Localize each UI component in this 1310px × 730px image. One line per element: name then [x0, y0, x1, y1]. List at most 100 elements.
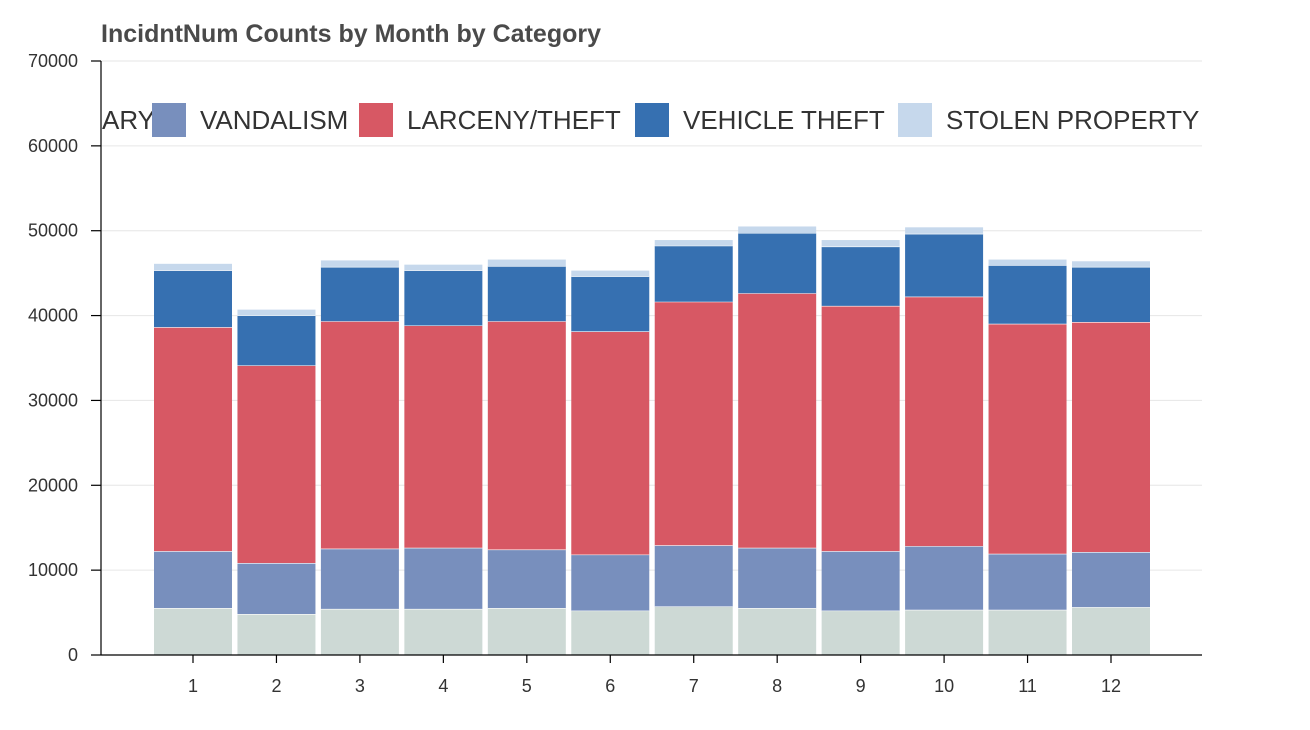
bar-segment-stolen-property-month-1[interactable]	[154, 263, 232, 271]
bar-segment-larceny-theft-month-3[interactable]	[320, 321, 399, 549]
bar-segment-vandalism-month-10[interactable]	[905, 546, 984, 611]
bar-segment-burglary-month-1[interactable]	[154, 608, 232, 655]
legend-label: ARY	[102, 105, 155, 135]
bar-segment-burglary-month-3[interactable]	[320, 609, 399, 655]
bar-segment-vehicle-theft-month-11[interactable]	[988, 265, 1067, 325]
legend-item-vandalism[interactable]: VANDALISM	[152, 103, 348, 137]
bar-segment-stolen-property-month-8[interactable]	[738, 226, 817, 234]
bar-segment-stolen-property-month-2[interactable]	[237, 309, 316, 316]
bar-segment-burglary-month-4[interactable]	[404, 609, 483, 655]
bar-segment-vehicle-theft-month-5[interactable]	[487, 266, 566, 322]
x-tick-label: 4	[438, 676, 448, 696]
bar-segment-larceny-theft-month-9[interactable]	[821, 306, 900, 552]
bar-segment-burglary-month-5[interactable]	[487, 608, 566, 655]
bar-segment-vandalism-month-12[interactable]	[1072, 552, 1150, 608]
bar-segment-stolen-property-month-5[interactable]	[487, 259, 566, 267]
x-tick-label: 7	[689, 676, 699, 696]
bar-segment-burglary-month-2[interactable]	[237, 614, 316, 655]
bar-segment-larceny-theft-month-8[interactable]	[738, 293, 817, 549]
bar-segment-vehicle-theft-month-8[interactable]	[738, 233, 817, 294]
y-tick-label: 0	[68, 645, 78, 665]
bar-segment-stolen-property-month-7[interactable]	[654, 240, 733, 246]
bar-segment-larceny-theft-month-10[interactable]	[905, 296, 984, 547]
bar-segment-larceny-theft-month-6[interactable]	[571, 331, 650, 555]
bar-segment-burglary-month-10[interactable]	[905, 610, 984, 655]
legend-label: STOLEN PROPERTY	[946, 105, 1199, 135]
bar-segment-vehicle-theft-month-10[interactable]	[905, 234, 984, 297]
y-tick-label: 40000	[28, 306, 78, 326]
bar-segment-vandalism-month-5[interactable]	[487, 549, 566, 609]
legend-item-stolen-property[interactable]: STOLEN PROPERTY	[898, 103, 1199, 137]
bar-segment-vandalism-month-4[interactable]	[404, 548, 483, 610]
chart-title: IncidntNum Counts by Month by Category	[101, 20, 601, 48]
y-tick-label: 30000	[28, 390, 78, 410]
bar-segment-larceny-theft-month-11[interactable]	[988, 324, 1067, 555]
bar-segment-larceny-theft-month-12[interactable]	[1072, 322, 1150, 553]
legend-label: VANDALISM	[200, 105, 348, 135]
bar-segment-stolen-property-month-6[interactable]	[571, 270, 650, 277]
bar-segment-vandalism-month-7[interactable]	[654, 545, 733, 607]
legend-swatch	[635, 103, 669, 137]
bar-segment-vehicle-theft-month-7[interactable]	[654, 245, 733, 302]
bar-segment-vehicle-theft-month-12[interactable]	[1072, 267, 1150, 323]
bar-segment-stolen-property-month-9[interactable]	[821, 240, 900, 247]
bar-segment-vandalism-month-9[interactable]	[821, 551, 900, 611]
x-tick-label: 3	[355, 676, 365, 696]
bar-segment-burglary-month-11[interactable]	[988, 610, 1067, 655]
legend-swatch	[359, 103, 393, 137]
y-tick-label: 60000	[28, 136, 78, 156]
bars	[154, 226, 1150, 655]
bar-segment-larceny-theft-month-2[interactable]	[237, 365, 316, 564]
bar-segment-vandalism-month-11[interactable]	[988, 554, 1067, 611]
x-tick-label: 9	[856, 676, 866, 696]
legend-item-larceny-theft[interactable]: LARCENY/THEFT	[359, 103, 621, 137]
bar-segment-burglary-month-6[interactable]	[571, 610, 650, 655]
bar-segment-vandalism-month-6[interactable]	[571, 554, 650, 611]
bar-segment-larceny-theft-month-1[interactable]	[154, 327, 232, 552]
bar-segment-vehicle-theft-month-2[interactable]	[237, 315, 316, 366]
x-tick-label: 10	[934, 676, 954, 696]
bar-segment-vehicle-theft-month-4[interactable]	[404, 270, 483, 326]
x-tick-label: 6	[605, 676, 615, 696]
bar-segment-stolen-property-month-10[interactable]	[905, 227, 984, 235]
x-tick-label: 5	[522, 676, 532, 696]
x-tick-label: 12	[1101, 676, 1121, 696]
bar-segment-vandalism-month-2[interactable]	[237, 563, 316, 615]
bar-segment-vehicle-theft-month-1[interactable]	[154, 270, 232, 328]
x-tick-label: 11	[1018, 676, 1037, 696]
bar-segment-larceny-theft-month-5[interactable]	[487, 321, 566, 550]
bar-segment-burglary-month-8[interactable]	[738, 608, 817, 655]
x-tick-label: 1	[188, 676, 198, 696]
bar-segment-larceny-theft-month-4[interactable]	[404, 325, 483, 549]
legend-item-burglary[interactable]: ARY	[102, 105, 155, 135]
x-tick-label: 2	[271, 676, 281, 696]
y-tick-label: 20000	[28, 475, 78, 495]
bar-segment-vehicle-theft-month-3[interactable]	[320, 267, 399, 322]
legend-label: LARCENY/THEFT	[407, 105, 621, 135]
bar-segment-burglary-month-9[interactable]	[821, 610, 900, 655]
x-tick-label: 8	[772, 676, 782, 696]
legend-swatch	[152, 103, 186, 137]
bar-segment-vandalism-month-8[interactable]	[738, 548, 817, 609]
y-tick-label: 10000	[28, 560, 78, 580]
bar-segment-vehicle-theft-month-9[interactable]	[821, 246, 900, 307]
bar-segment-stolen-property-month-11[interactable]	[988, 259, 1067, 266]
bar-segment-vandalism-month-1[interactable]	[154, 551, 232, 609]
bar-segment-larceny-theft-month-7[interactable]	[654, 301, 733, 546]
bar-segment-burglary-month-12[interactable]	[1072, 607, 1150, 655]
legend-label: VEHICLE THEFT	[683, 105, 885, 135]
bar-segment-vandalism-month-3[interactable]	[320, 548, 399, 610]
legend-item-vehicle-theft[interactable]: VEHICLE THEFT	[635, 103, 885, 137]
bar-segment-vehicle-theft-month-6[interactable]	[571, 276, 650, 332]
bar-segment-burglary-month-7[interactable]	[654, 606, 733, 655]
bar-segment-stolen-property-month-12[interactable]	[1072, 261, 1150, 268]
legend-swatch	[898, 103, 932, 137]
bar-segment-stolen-property-month-3[interactable]	[320, 260, 399, 268]
bar-segment-stolen-property-month-4[interactable]	[404, 264, 483, 271]
y-tick-label: 50000	[28, 221, 78, 241]
legend[interactable]: ARY VANDALISM LARCENY/THEFT VEHICLE THEFT ST…	[102, 103, 1199, 137]
y-tick-label: 70000	[28, 51, 78, 71]
